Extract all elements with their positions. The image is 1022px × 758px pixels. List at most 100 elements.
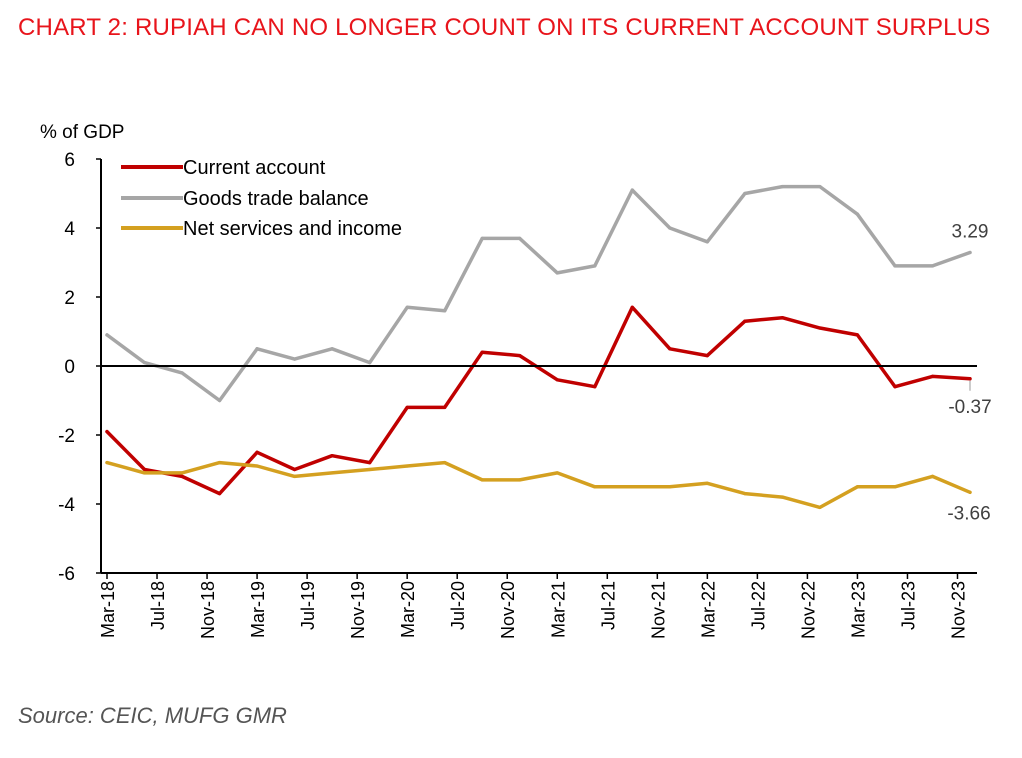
data-point [668, 226, 672, 230]
series-line-2 [105, 460, 972, 510]
x-tick-label: Nov-23 [948, 581, 968, 639]
data-point [330, 454, 334, 458]
data-point [930, 474, 935, 478]
x-tick-label: Mar-23 [848, 581, 868, 638]
data-point [968, 250, 972, 255]
data-point [368, 360, 372, 365]
data-point [105, 461, 109, 465]
series-line-0 [105, 305, 972, 496]
data-point [330, 347, 334, 351]
data-point [668, 347, 672, 351]
x-tick-label: Mar-20 [398, 581, 418, 638]
data-point [105, 429, 109, 434]
y-tick-label: -4 [58, 495, 75, 516]
end-value-labels: -0.37 3.29 -3.66 [947, 221, 991, 524]
data-point [293, 357, 297, 361]
data-point [930, 264, 935, 268]
x-tick-label: Nov-19 [348, 581, 368, 639]
source-note: Source: CEIC, MUFG GMR [18, 703, 287, 728]
x-tick-label: Nov-20 [498, 581, 518, 639]
data-point [818, 185, 822, 189]
x-tick-label: Jul-18 [148, 581, 168, 630]
data-point [855, 333, 860, 337]
y-axis-label: % of GDP [40, 122, 124, 143]
data-point [893, 264, 897, 268]
data-point [705, 240, 709, 244]
y-tick-label: -6 [58, 564, 75, 585]
data-point [480, 350, 484, 354]
data-point [930, 374, 935, 378]
data-point [142, 467, 147, 472]
data-point [180, 474, 184, 478]
data-point [968, 490, 972, 494]
data-point [780, 185, 784, 189]
data-point [443, 405, 447, 409]
x-axis-ticks: Mar-18 Jul-18 Nov-18 Mar-19 Jul-19 Nov-19 Mar-… [98, 573, 968, 639]
data-point [217, 492, 222, 496]
data-point [630, 188, 634, 192]
y-axis-ticks: 6 4 2 0 -2 -4 -6 [58, 150, 101, 585]
chart-title: CHART 2: RUPIAH CAN NO LONGER COUNT ON I… [18, 14, 991, 41]
y-tick-label: 4 [64, 219, 75, 240]
data-point [855, 212, 860, 216]
end-label: 3.29 [952, 221, 989, 242]
data-point [180, 371, 184, 375]
legend-label: Net services and income [183, 218, 402, 240]
end-label: -3.66 [947, 503, 990, 524]
data-point [593, 485, 597, 489]
data-point [518, 354, 522, 358]
data-point [217, 398, 222, 403]
data-point [405, 464, 409, 468]
data-point [893, 485, 897, 489]
data-point [555, 378, 559, 382]
data-point [368, 467, 372, 472]
x-tick-label: Jul-22 [748, 581, 768, 630]
data-point [818, 326, 822, 330]
x-tick-label: Mar-21 [548, 581, 568, 638]
data-point [705, 354, 709, 358]
data-point [593, 264, 597, 268]
data-point [293, 467, 297, 472]
x-tick-label: Mar-18 [98, 581, 118, 638]
legend-label: Goods trade balance [183, 188, 369, 210]
data-point [855, 485, 860, 489]
data-point [518, 236, 522, 240]
data-point [293, 474, 297, 478]
x-tick-label: Jul-21 [598, 581, 618, 630]
series-line-1 [105, 184, 972, 403]
data-point [968, 377, 972, 381]
data-point [780, 495, 784, 499]
data-point [893, 385, 897, 389]
y-tick-label: 2 [64, 288, 75, 309]
data-point [518, 478, 522, 482]
data-point [105, 333, 109, 337]
legend: Current account Goods trade balance Net se… [121, 157, 402, 240]
x-tick-label: Jul-20 [448, 581, 468, 630]
x-tick-label: Jul-23 [898, 581, 918, 630]
data-point [480, 478, 484, 482]
data-point [405, 405, 409, 409]
data-point [330, 471, 334, 475]
data-point [255, 464, 259, 468]
y-tick-label: -2 [58, 426, 75, 447]
data-point [405, 305, 409, 309]
x-tick-label: Nov-22 [798, 581, 818, 639]
x-tick-label: Mar-19 [248, 581, 268, 638]
end-label: -0.37 [948, 397, 991, 418]
data-point [555, 271, 559, 275]
y-tick-label: 0 [64, 357, 75, 378]
data-point [142, 360, 147, 365]
series-lines [105, 184, 972, 510]
data-point [255, 450, 259, 454]
data-point [705, 481, 709, 485]
data-point [780, 316, 784, 320]
data-point [743, 492, 747, 496]
data-point [180, 471, 184, 475]
data-point [593, 385, 597, 389]
data-point [743, 191, 747, 196]
x-tick-label: Nov-21 [648, 581, 668, 639]
data-point [668, 485, 672, 489]
data-point [217, 461, 222, 465]
y-tick-label: 6 [64, 150, 75, 171]
